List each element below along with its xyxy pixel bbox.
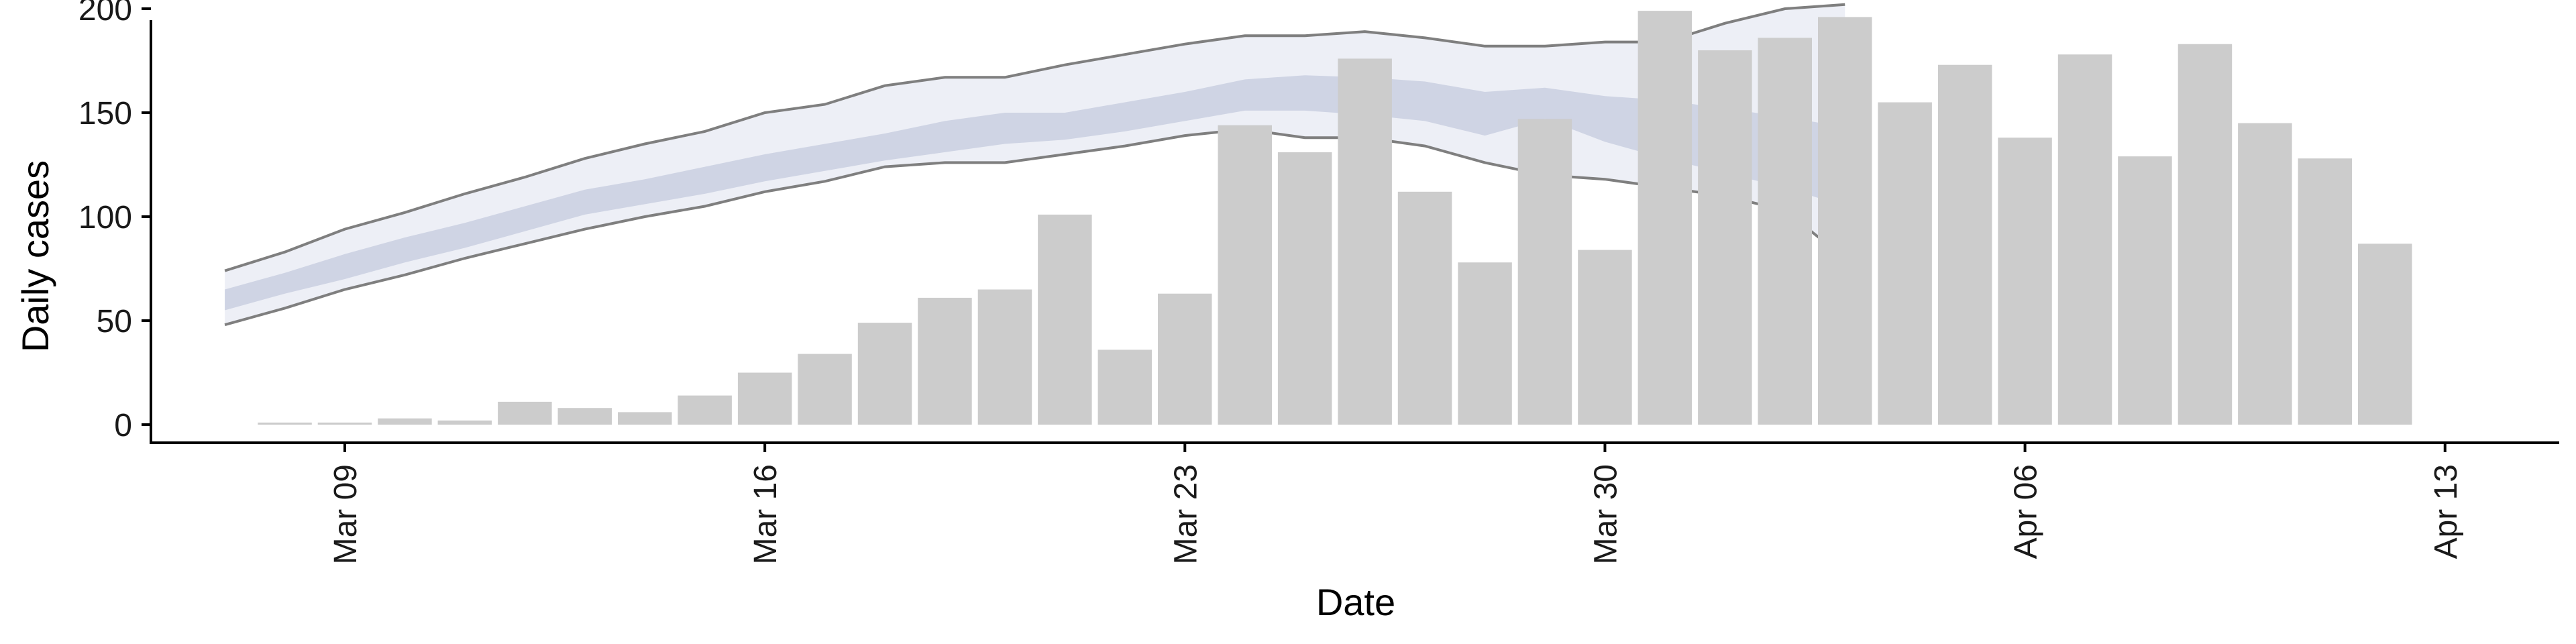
bar: [2358, 244, 2412, 425]
x-tick-label: Apr 06: [2008, 464, 2044, 559]
bar: [2298, 158, 2353, 425]
bar: [1578, 250, 1632, 425]
bar: [1758, 38, 1812, 425]
bar: [1638, 11, 1693, 425]
x-tick-label: Mar 16: [748, 464, 784, 564]
bar: [737, 372, 792, 425]
x-tick-label: Mar 23: [1168, 464, 1203, 564]
bar: [1998, 138, 2052, 425]
bar: [1458, 262, 1512, 425]
bar: [378, 418, 432, 425]
bar: [1038, 214, 1092, 425]
x-tick-label: Mar 30: [1588, 464, 1623, 564]
y-tick-label: 200: [78, 0, 132, 28]
bar: [258, 422, 312, 425]
inner-band: [225, 75, 1845, 311]
bar: [1097, 350, 1152, 425]
y-tick-label: 0: [114, 408, 132, 443]
bar: [918, 297, 972, 425]
bar: [498, 401, 552, 425]
band-layer: [224, 3, 1846, 327]
x-tick-label: Mar 09: [328, 464, 364, 564]
y-tick-label: 100: [78, 200, 132, 235]
bar: [557, 408, 612, 425]
bar: [1277, 152, 1332, 425]
bar: [857, 323, 912, 425]
bar: [2118, 156, 2172, 425]
bar: [1218, 125, 1272, 425]
bar: [977, 289, 1032, 425]
bar: [678, 395, 732, 425]
lower-bound-line: [224, 127, 1846, 327]
y-tick-label: 150: [78, 96, 132, 131]
bar: [1397, 191, 1452, 425]
bar: [1158, 293, 1212, 425]
bar: [2057, 54, 2112, 425]
bars-layer: [258, 11, 2412, 425]
bar: [1878, 102, 1932, 425]
bar: [1818, 17, 1872, 425]
bar: [2238, 123, 2292, 425]
bar: [317, 422, 372, 425]
bar: [1338, 58, 1392, 425]
axes-layer: 0 50 100 150 200 Mar 09 Mar 16 Mar 23 Mar 30 Apr …: [78, 0, 2559, 564]
x-axis-title: Date: [1316, 581, 1395, 623]
x-tick-label: Apr 13: [2428, 464, 2464, 559]
bar: [1698, 50, 1752, 425]
bar: [1937, 64, 1992, 425]
y-axis-title: Daily cases: [14, 160, 56, 352]
y-tick-label: 50: [97, 304, 132, 339]
bar: [798, 354, 852, 425]
bar: [2178, 44, 2233, 425]
upper-bound-line: [224, 3, 1845, 272]
bar: [1517, 119, 1572, 425]
bar: [437, 420, 492, 425]
bar: [618, 412, 672, 425]
